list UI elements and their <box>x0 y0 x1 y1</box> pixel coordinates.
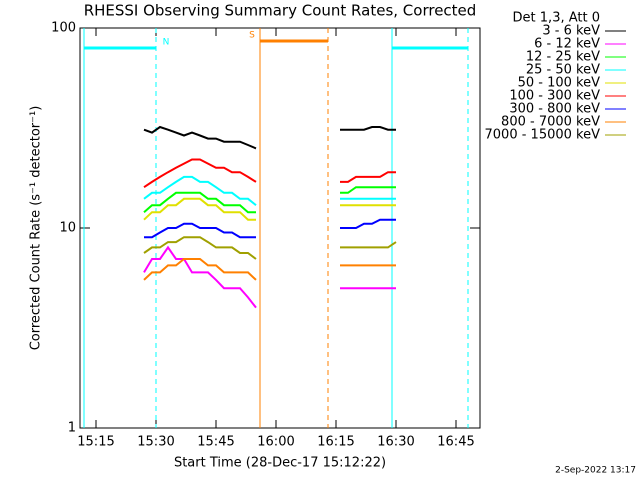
plot-frame <box>79 27 481 429</box>
series-line <box>143 186 396 214</box>
legend-label: 12 - 25 keV <box>526 50 600 65</box>
series-line <box>143 158 396 189</box>
x-tick-label: 15:45 <box>197 435 234 450</box>
legend-label: 25 - 50 keV <box>526 63 600 78</box>
chart-title: RHESSI Observing Summary Count Rates, Co… <box>84 2 477 20</box>
series-line <box>143 175 396 206</box>
legend-label: 100 - 300 keV <box>509 89 600 104</box>
x-axis-label: Start Time (28-Dec-17 15:12:22) <box>174 456 386 471</box>
legend-label: 6 - 12 keV <box>534 37 600 52</box>
x-tick-label: 15:15 <box>77 435 114 450</box>
y-tick-label: 1 <box>68 421 76 436</box>
legend-title: Det 1,3, Att 0 <box>513 11 600 26</box>
footnote: 2-Sep-2022 13:17 <box>555 466 636 476</box>
x-tick-label: 16:30 <box>377 435 414 450</box>
y-tick-label: 100 <box>51 21 76 36</box>
x-tick-label: 15:30 <box>137 435 174 450</box>
interval-label: S <box>249 31 255 41</box>
legend-label: 50 - 100 keV <box>518 76 601 91</box>
series-line <box>143 236 397 260</box>
series-line <box>144 218 396 239</box>
y-tick-label: 10 <box>59 221 76 236</box>
y-axis-label: Corrected Count Rate (s⁻¹ detector⁻¹) <box>29 106 44 351</box>
interval-label: N <box>163 38 170 48</box>
series-line <box>143 258 396 281</box>
legend-label: 300 - 800 keV <box>509 102 600 117</box>
x-tick-label: 16:15 <box>317 435 354 450</box>
legend-label: 3 - 6 keV <box>542 24 600 39</box>
series-line <box>143 125 396 150</box>
series-line <box>143 245 396 309</box>
x-tick-label: 16:45 <box>437 435 474 450</box>
x-tick-label: 16:00 <box>257 435 294 450</box>
series-line <box>143 197 396 221</box>
legend-label: 800 - 7000 keV <box>501 115 600 130</box>
legend-label: 7000 - 15000 keV <box>485 128 601 143</box>
